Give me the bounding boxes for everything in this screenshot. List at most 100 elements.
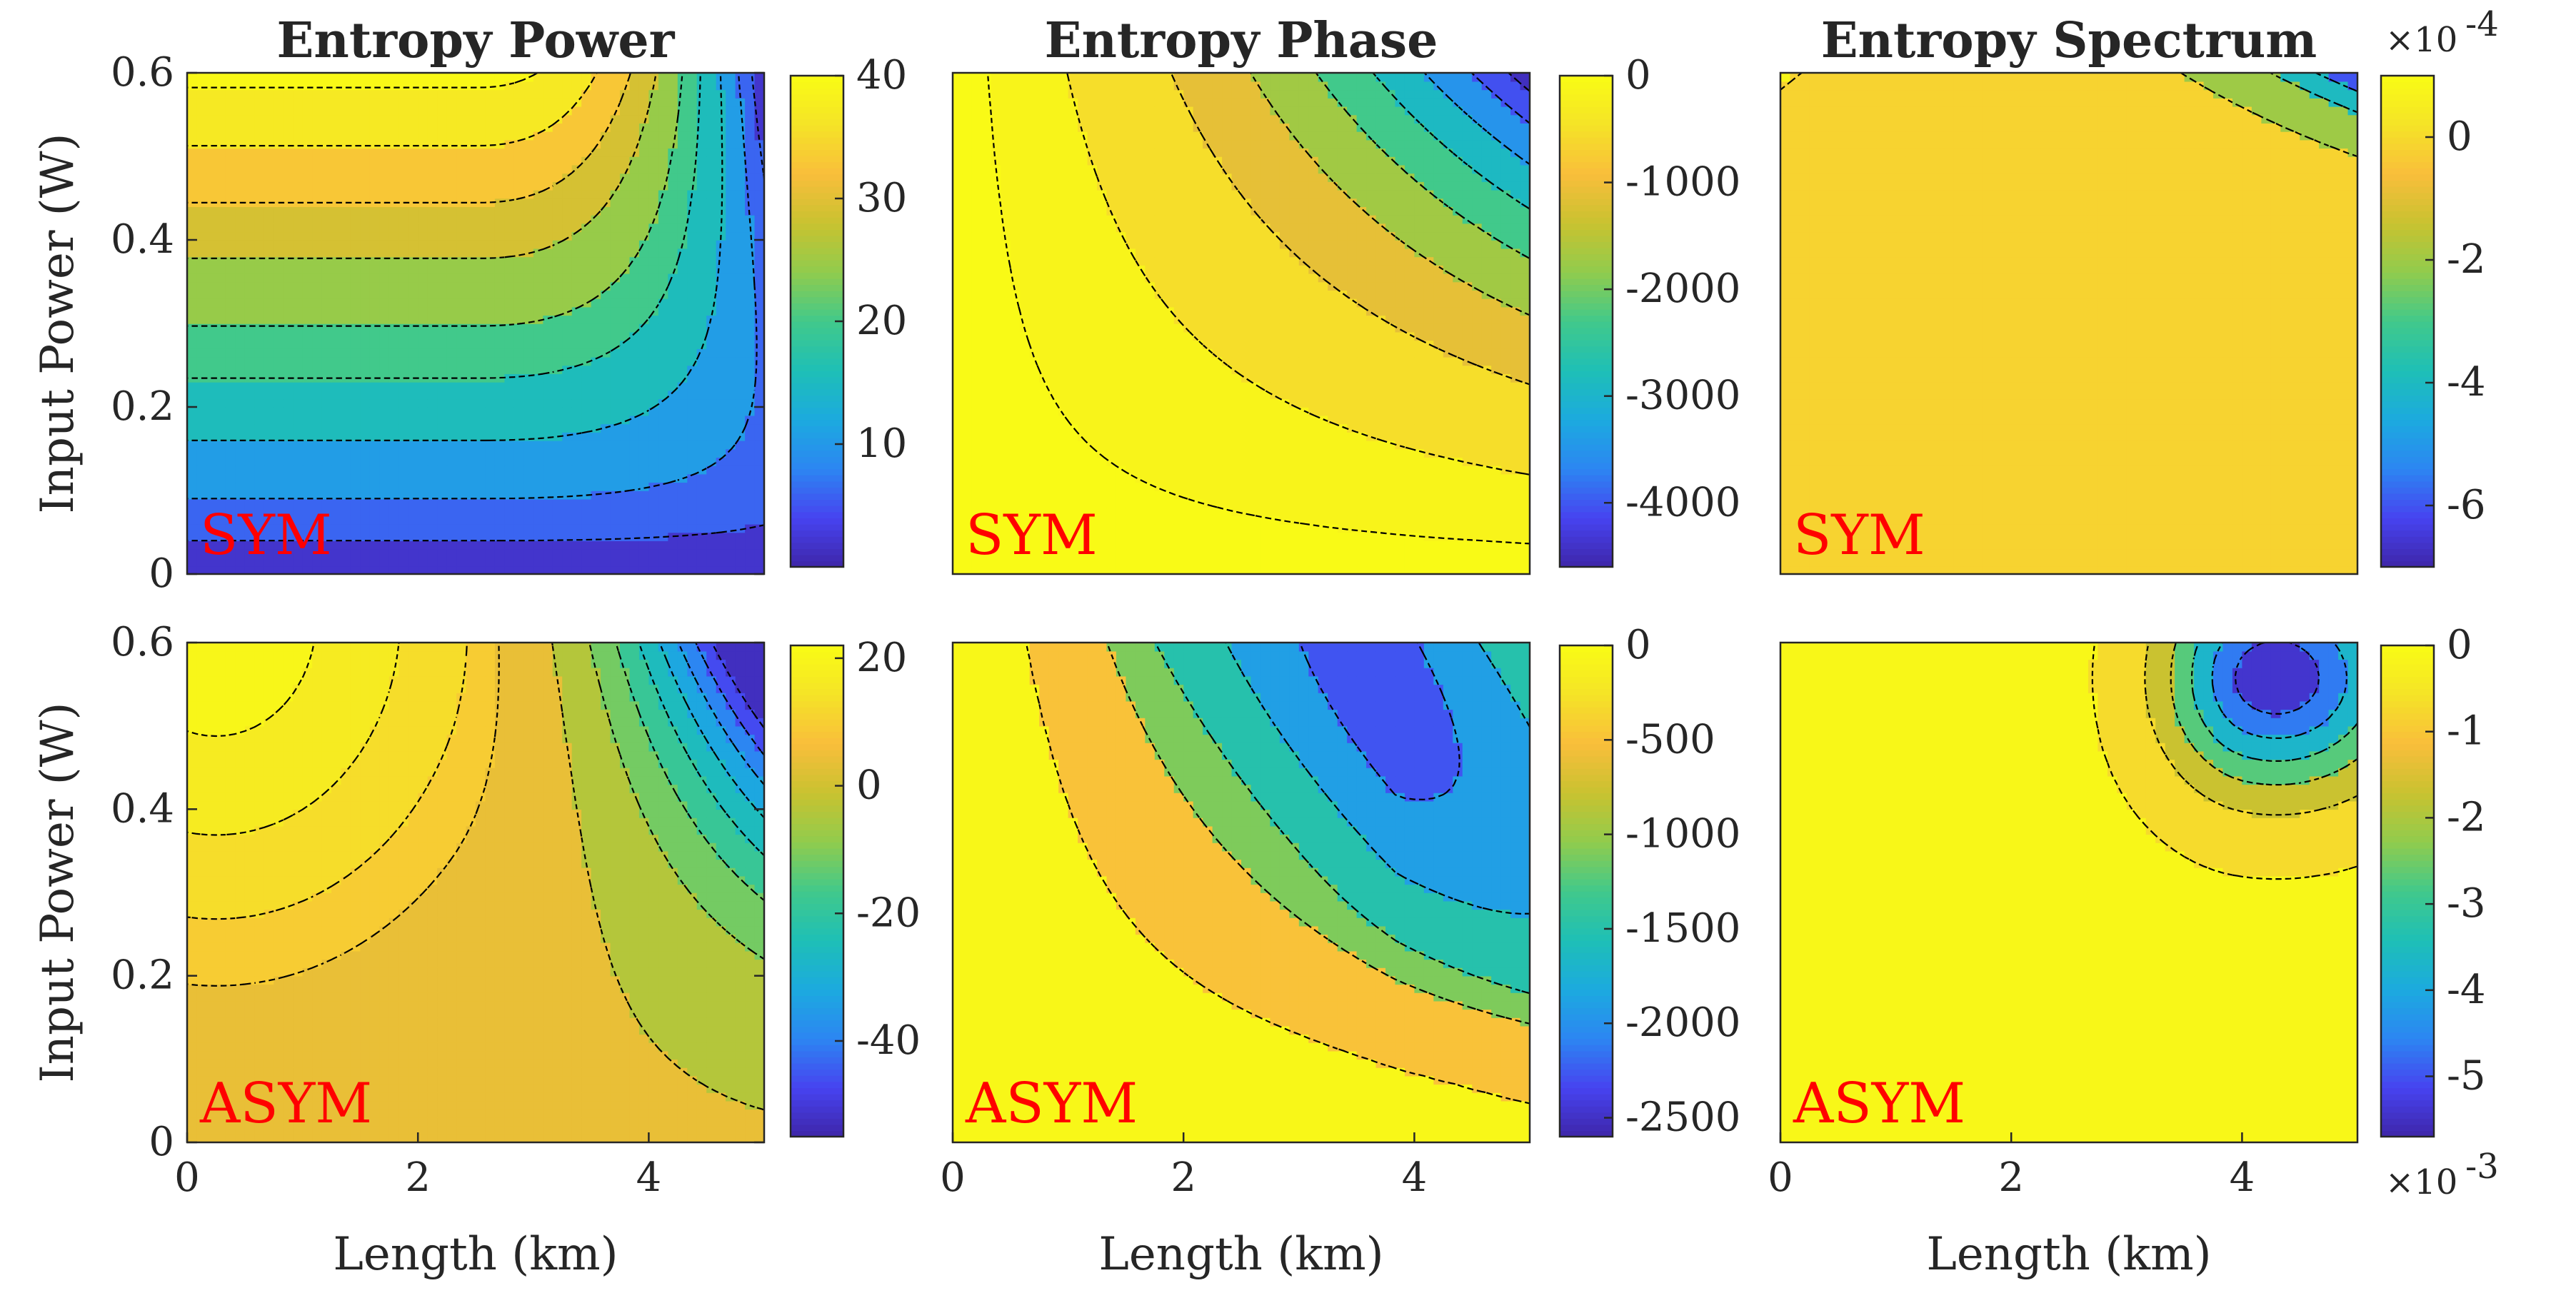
heatmap-cell bbox=[523, 223, 534, 233]
heatmap-cell bbox=[369, 323, 381, 333]
heatmap-cell bbox=[1260, 448, 1271, 458]
heatmap-cell bbox=[1097, 491, 1108, 500]
heatmap-cell bbox=[389, 98, 400, 107]
heatmap-cell bbox=[726, 223, 736, 233]
heatmap-cell bbox=[953, 415, 963, 425]
heatmap-cell bbox=[581, 331, 592, 341]
heatmap-cell bbox=[274, 532, 284, 541]
heatmap-cell bbox=[716, 248, 726, 258]
heatmap-cell bbox=[533, 214, 544, 224]
heatmap-cell bbox=[513, 473, 525, 483]
heatmap-cell bbox=[1279, 423, 1290, 433]
heatmap-cell bbox=[187, 482, 198, 491]
heatmap-cell bbox=[293, 281, 304, 291]
heatmap-cell bbox=[953, 548, 963, 558]
heatmap-cell bbox=[244, 390, 256, 400]
heatmap-cell bbox=[379, 281, 390, 291]
heatmap-cell bbox=[696, 231, 707, 241]
heatmap-cell bbox=[706, 557, 717, 567]
heatmap-cell bbox=[571, 189, 582, 199]
heatmap-cell bbox=[706, 565, 717, 575]
heatmap-cell bbox=[562, 398, 573, 408]
heatmap-cell bbox=[543, 540, 553, 550]
heatmap-cell bbox=[293, 164, 304, 174]
heatmap-cell bbox=[254, 482, 265, 491]
heatmap-cell bbox=[1328, 407, 1338, 416]
heatmap-cell bbox=[1433, 423, 1444, 433]
heatmap-cell bbox=[726, 365, 736, 374]
heatmap-cell bbox=[610, 482, 621, 491]
heatmap-cell bbox=[187, 457, 198, 466]
heatmap-cell bbox=[745, 189, 756, 199]
heatmap-cell bbox=[1395, 482, 1405, 491]
heatmap-cell bbox=[427, 189, 438, 199]
heatmap-cell bbox=[562, 73, 573, 82]
heatmap-cell bbox=[591, 465, 601, 475]
heatmap-cell bbox=[485, 189, 496, 199]
heatmap-cell bbox=[1212, 423, 1223, 433]
heatmap-cell bbox=[264, 106, 274, 116]
heatmap-cell bbox=[350, 532, 361, 541]
colorbar-tick-label: 40 bbox=[856, 52, 907, 99]
heatmap-cell bbox=[562, 432, 573, 441]
heatmap-cell bbox=[225, 123, 236, 132]
heatmap-cell bbox=[216, 540, 226, 550]
heatmap-cell bbox=[485, 415, 496, 425]
heatmap-cell bbox=[456, 448, 467, 458]
heatmap-cell bbox=[427, 306, 438, 316]
heatmap-cell bbox=[1097, 482, 1108, 491]
heatmap-cell bbox=[1106, 523, 1117, 533]
heatmap-cell bbox=[399, 498, 409, 508]
heatmap-cell bbox=[264, 148, 274, 157]
heatmap-cell bbox=[504, 557, 515, 567]
colorbar-segment bbox=[791, 112, 843, 119]
heatmap-cell bbox=[1097, 523, 1108, 533]
heatmap-cell bbox=[971, 398, 983, 408]
heatmap-cell bbox=[1347, 407, 1358, 416]
heatmap-cell bbox=[293, 98, 304, 107]
heatmap-cell bbox=[1068, 491, 1078, 500]
heatmap-cell bbox=[745, 348, 756, 358]
heatmap-cell bbox=[254, 214, 265, 224]
heatmap-cell bbox=[716, 498, 726, 508]
heatmap-cell bbox=[399, 398, 409, 408]
heatmap-cell bbox=[312, 407, 323, 416]
heatmap-cell bbox=[254, 407, 265, 416]
heatmap-cell bbox=[206, 548, 217, 558]
heatmap-cell bbox=[494, 507, 506, 516]
heatmap-cell bbox=[601, 315, 611, 324]
heatmap-cell bbox=[1328, 473, 1338, 483]
heatmap-cell bbox=[1154, 473, 1166, 483]
heatmap-cell bbox=[235, 181, 246, 191]
heatmap-cell bbox=[331, 273, 342, 283]
heatmap-cell bbox=[494, 214, 506, 224]
heatmap-cell bbox=[610, 265, 621, 274]
heatmap-cell bbox=[562, 273, 573, 283]
heatmap-cell bbox=[485, 164, 496, 174]
heatmap-cell bbox=[485, 381, 496, 391]
heatmap-cell bbox=[962, 398, 973, 408]
heatmap-cell bbox=[456, 89, 467, 99]
heatmap-cell bbox=[216, 106, 226, 116]
heatmap-cell bbox=[658, 331, 669, 341]
heatmap-cell bbox=[1472, 523, 1483, 533]
heatmap-cell bbox=[1318, 423, 1328, 433]
heatmap-cell bbox=[687, 306, 698, 316]
heatmap-cell bbox=[187, 415, 198, 425]
heatmap-cell bbox=[331, 365, 342, 374]
heatmap-cell bbox=[254, 148, 265, 157]
heatmap-cell bbox=[476, 540, 486, 550]
heatmap-cell bbox=[1116, 557, 1127, 567]
heatmap-cell bbox=[1251, 540, 1261, 550]
heatmap-cell bbox=[629, 523, 640, 533]
heatmap-cell bbox=[321, 290, 332, 299]
heatmap-cell bbox=[1203, 423, 1213, 433]
heatmap-cell bbox=[437, 298, 448, 308]
heatmap-cell bbox=[274, 123, 284, 132]
heatmap-cell bbox=[476, 356, 486, 366]
heatmap-cell bbox=[331, 315, 342, 324]
heatmap-cell bbox=[235, 156, 246, 166]
heatmap-cell bbox=[466, 565, 476, 575]
heatmap-cell bbox=[658, 73, 669, 82]
heatmap-cell bbox=[456, 432, 467, 441]
